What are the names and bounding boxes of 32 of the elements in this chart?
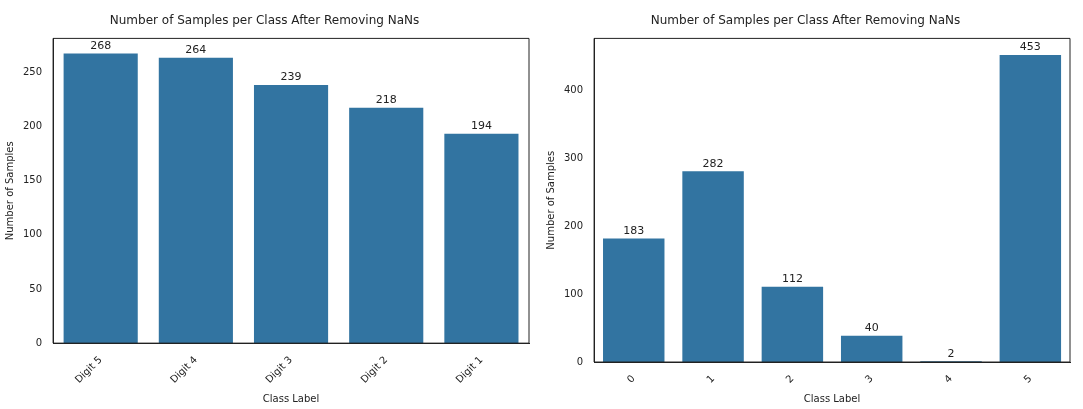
y-tick-label: 250 bbox=[22, 65, 43, 77]
data-label: 112 bbox=[781, 272, 803, 286]
x-tick-label: 1 bbox=[704, 372, 717, 386]
x-axis-title: Class Label bbox=[262, 392, 320, 404]
y-tick-label: 300 bbox=[563, 151, 584, 163]
x-tick-label: 0 bbox=[624, 372, 637, 386]
y-axis-title: Number of Samples bbox=[544, 150, 556, 250]
data-label: 183 bbox=[623, 223, 645, 237]
data-label: 239 bbox=[280, 70, 302, 84]
x-tick-label: 3 bbox=[862, 372, 875, 386]
y-tick-label: 100 bbox=[22, 228, 43, 240]
y-tick-label: 50 bbox=[29, 282, 43, 294]
x-tick-label: 2 bbox=[783, 372, 796, 386]
y-tick-label: 200 bbox=[563, 219, 584, 231]
data-label: 264 bbox=[185, 43, 207, 57]
data-label: 194 bbox=[470, 119, 492, 133]
data-label: 268 bbox=[90, 38, 112, 52]
data-label: 453 bbox=[1019, 40, 1041, 54]
chart-title: Number of Samples per Class After Removing NaNs bbox=[650, 13, 961, 28]
chart-title: Number of Samples per Class After Removing NaNs bbox=[109, 13, 420, 28]
data-label: 40 bbox=[864, 321, 879, 335]
y-tick-label: 150 bbox=[22, 174, 43, 186]
y-tick-label: 200 bbox=[22, 119, 43, 131]
x-tick-label: 5 bbox=[1021, 372, 1034, 386]
y-axis-title: Number of Samples bbox=[3, 141, 15, 241]
data-label: 282 bbox=[702, 156, 724, 170]
y-tick-label: 100 bbox=[563, 287, 584, 299]
y-tick-label: 400 bbox=[563, 83, 584, 95]
data-label: 218 bbox=[375, 93, 397, 107]
x-axis-title: Class Label bbox=[803, 392, 861, 404]
x-tick-label: 4 bbox=[941, 372, 955, 386]
y-tick-label: 0 bbox=[35, 336, 43, 348]
